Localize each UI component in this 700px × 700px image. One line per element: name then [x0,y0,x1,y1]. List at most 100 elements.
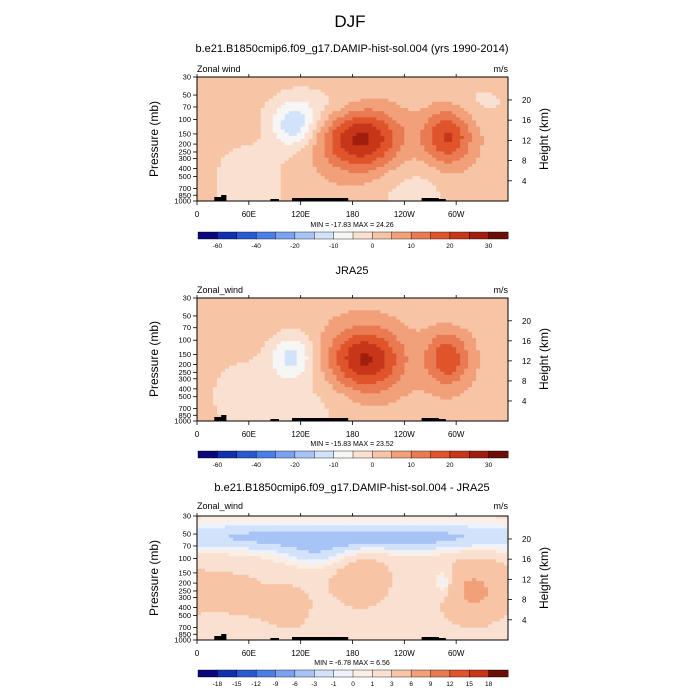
contour-cell [320,148,325,152]
contour-cell [384,126,389,131]
contour-cell [248,95,254,100]
contour-cell [320,325,325,330]
contour-cell [220,298,226,302]
contour-cell [484,182,489,186]
contour-cell [468,191,473,196]
contour-cell [316,365,322,370]
contour-cell [212,328,218,333]
contour-cell [500,86,505,90]
contour-cell [256,98,262,103]
contour-cell [484,194,489,199]
contour-cell [348,80,353,84]
contour-cell [240,310,246,314]
contour-cell [244,151,250,155]
contour-cell [352,313,357,317]
contour-cell [492,132,497,137]
contour-cell [396,362,401,367]
contour-cell [424,135,429,140]
contour-cell [356,350,361,354]
contour-cell [332,353,337,357]
contour-cell [340,77,345,81]
contour-cell [428,126,433,131]
contour-cell [440,89,445,93]
contour-cell [380,194,385,199]
contour-cell [308,163,314,168]
contour-cell [428,173,433,177]
contour-cell [236,101,242,106]
contour-cell [376,188,381,193]
contour-cell [272,191,278,196]
contour-cell [464,123,469,127]
contour-cell [408,322,413,327]
contour-cell [352,353,357,357]
contour-cell [216,319,222,323]
contour-cell [324,353,329,357]
contour-cell [324,92,329,96]
contour-cell [204,347,210,351]
contour-cell [504,194,509,199]
contour-cell [460,179,465,183]
contour-cell [360,123,365,127]
contour-cell [256,154,262,158]
contour-cell [356,123,361,127]
contour-cell [288,139,294,143]
contour-cell [304,337,310,342]
contour-cell [396,117,401,121]
contour-cell [476,325,481,330]
contour-cell [496,347,501,351]
contour-cell [280,98,286,103]
contour-cell [404,325,409,330]
contour-cell [276,80,282,84]
contour-cell [228,307,234,311]
contour-cell [224,188,230,193]
contour-cell [364,347,369,351]
contour-cell [432,359,437,363]
contour-cell [356,83,361,87]
contour-cell [468,108,473,112]
contour-cell [328,170,333,174]
contour-cell [248,337,254,342]
contour-cell [232,145,238,149]
contour-cell [340,310,345,314]
contour-cell [332,188,337,193]
contour-cell [216,114,222,118]
contour-cell [232,120,238,124]
contour-cell [336,142,341,146]
contour-cell [344,182,349,186]
contour-cell [364,114,369,118]
contour-cell [336,322,341,327]
contour-cell [364,316,369,320]
contour-cell [468,307,473,311]
contour-cell [268,182,274,186]
contour-cell [424,173,429,177]
contour-cell [488,362,493,367]
contour-cell [460,362,465,367]
contour-cell [372,126,377,131]
contour-cell [392,86,397,90]
contour-cell [228,331,234,336]
contour-cell [340,148,345,152]
contour-cell [492,331,497,336]
contour-cell [432,163,437,168]
contour-cell [496,111,501,115]
contour-cell [300,108,306,112]
contour-cell [440,157,445,162]
contour-cell [224,176,230,180]
contour-cell [376,313,381,317]
contour-cell [300,176,306,180]
contour-cell [432,328,437,333]
contour-cell [492,337,497,342]
contour-cell [464,328,469,333]
contour-cell [220,132,226,137]
contour-cell [412,356,417,360]
contour-cell [408,301,413,305]
contour-cell [224,307,230,311]
contour-cell [260,356,266,360]
contour-cell [476,154,481,158]
contour-cell [420,163,425,168]
contour-cell [460,176,465,180]
contour-cell [304,89,310,93]
contour-cell [472,166,477,171]
contour-cell [492,163,497,168]
